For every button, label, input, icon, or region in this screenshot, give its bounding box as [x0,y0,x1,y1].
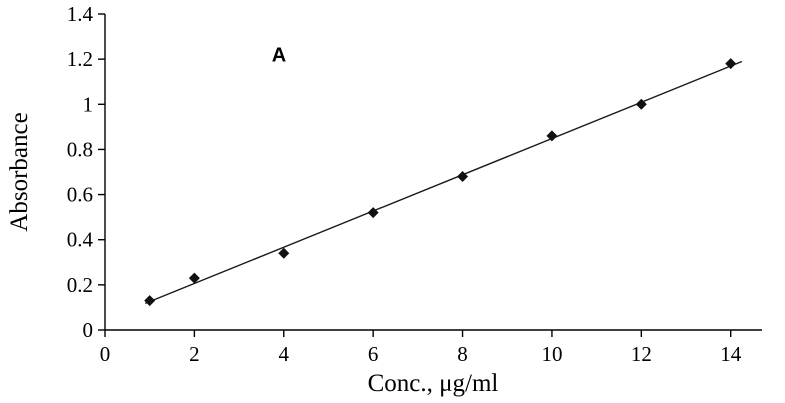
y-tick-label: 0.4 [67,228,94,252]
x-tick-label: 8 [457,342,468,366]
data-point-marker [546,130,558,142]
x-tick-label: 6 [368,342,379,366]
data-point-marker [278,247,290,259]
x-axis-title: Conc., μg/ml [367,370,499,397]
data-point-marker [188,272,200,284]
data-point-marker [367,207,379,219]
x-tick-label: 12 [631,342,652,366]
y-tick-label: 1 [83,92,94,116]
panel-label: A [271,44,287,67]
data-point-marker [144,295,156,307]
y-tick-label: 1.2 [67,47,93,71]
x-tick-label: 2 [189,342,200,366]
x-tick-label: 14 [720,342,742,366]
y-axis-title: Absorbance [6,112,33,232]
x-tick-label: 10 [541,342,562,366]
y-tick-label: 0.2 [67,273,93,297]
data-point-marker [457,171,469,183]
y-tick-label: 0.6 [67,183,93,207]
data-point-marker [725,58,737,70]
x-tick-label: 0 [100,342,111,366]
y-tick-label: 1.4 [67,2,94,26]
x-tick-label: 4 [279,342,290,366]
data-point-marker [635,98,647,110]
y-tick-label: 0 [83,318,94,342]
y-tick-label: 0.8 [67,137,93,161]
trendline [144,60,743,305]
